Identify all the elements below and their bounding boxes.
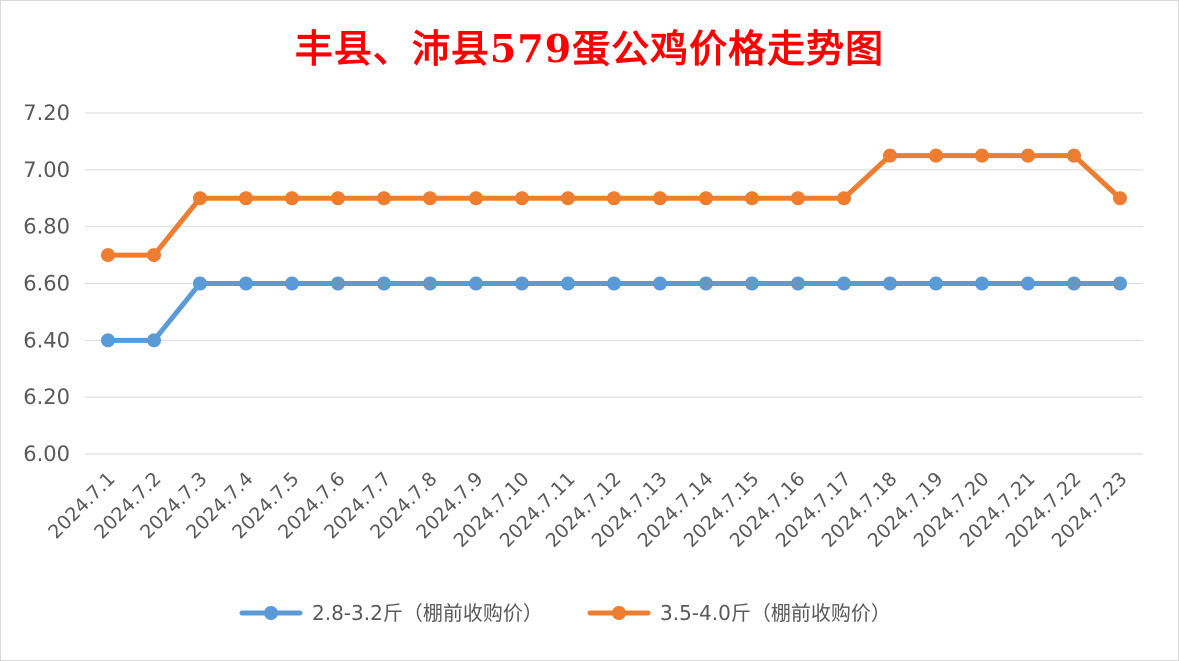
data-point <box>101 333 115 348</box>
data-point <box>193 191 207 206</box>
y-tick-label: 6.40 <box>23 328 70 352</box>
data-point <box>975 276 989 291</box>
data-point <box>607 276 621 291</box>
data-point <box>1021 276 1035 291</box>
data-point <box>239 276 253 291</box>
data-point <box>515 191 529 206</box>
data-point <box>975 148 989 163</box>
series-group <box>101 148 1127 348</box>
data-point <box>285 276 299 291</box>
data-point <box>1113 276 1127 291</box>
y-tick-label: 6.20 <box>23 385 70 409</box>
data-point <box>1113 191 1127 206</box>
chart-title: 丰县、沛县579蛋公鸡价格走势图 <box>294 26 885 71</box>
data-point <box>469 191 483 206</box>
data-point <box>883 276 897 291</box>
y-axis-ticks: 6.00 6.20 6.40 6.60 6.80 7.00 7.20 <box>23 101 70 466</box>
data-point <box>883 148 897 163</box>
data-point <box>791 191 805 206</box>
data-point <box>653 191 667 206</box>
legend-swatch-marker <box>612 606 626 620</box>
data-point <box>331 191 345 206</box>
data-point <box>331 276 345 291</box>
data-point <box>929 276 943 291</box>
data-point <box>193 276 207 291</box>
data-point <box>101 248 115 263</box>
data-point <box>607 191 621 206</box>
x-axis-ticks: 2024.7.12024.7.22024.7.32024.7.42024.7.5… <box>44 468 1131 552</box>
data-point <box>699 191 713 206</box>
y-tick-label: 6.60 <box>23 272 70 296</box>
legend-swatch-marker <box>264 606 278 620</box>
data-point <box>653 276 667 291</box>
data-point <box>423 191 437 206</box>
series-line-1 <box>105 281 1123 343</box>
data-point <box>837 276 851 291</box>
data-point <box>377 276 391 291</box>
y-tick-label: 6.80 <box>23 215 70 239</box>
data-point <box>239 191 253 206</box>
data-point <box>1021 148 1035 163</box>
data-point <box>1067 148 1081 163</box>
y-tick-label: 7.00 <box>23 158 70 182</box>
data-point <box>791 276 805 291</box>
legend-label: 2.8-3.2斤（棚前收购价） <box>312 601 543 625</box>
data-point <box>745 191 759 206</box>
legend: 2.8-3.2斤（棚前收购价） 3.5-4.0斤（棚前收购价） <box>239 601 891 625</box>
data-point <box>561 191 575 206</box>
data-point <box>147 333 161 348</box>
data-point <box>1067 276 1081 291</box>
data-point <box>377 191 391 206</box>
data-point <box>515 276 529 291</box>
data-point <box>285 191 299 206</box>
data-point <box>469 276 483 291</box>
series-line-2 <box>105 153 1123 258</box>
data-point <box>147 248 161 263</box>
legend-label: 3.5-4.0斤（棚前收购价） <box>660 601 891 625</box>
y-tick-label: 7.20 <box>23 101 70 125</box>
data-point <box>423 276 437 291</box>
y-tick-label: 6.00 <box>23 442 70 466</box>
data-point <box>745 276 759 291</box>
data-point <box>699 276 713 291</box>
data-point <box>561 276 575 291</box>
data-point <box>837 191 851 206</box>
data-point <box>929 148 943 163</box>
